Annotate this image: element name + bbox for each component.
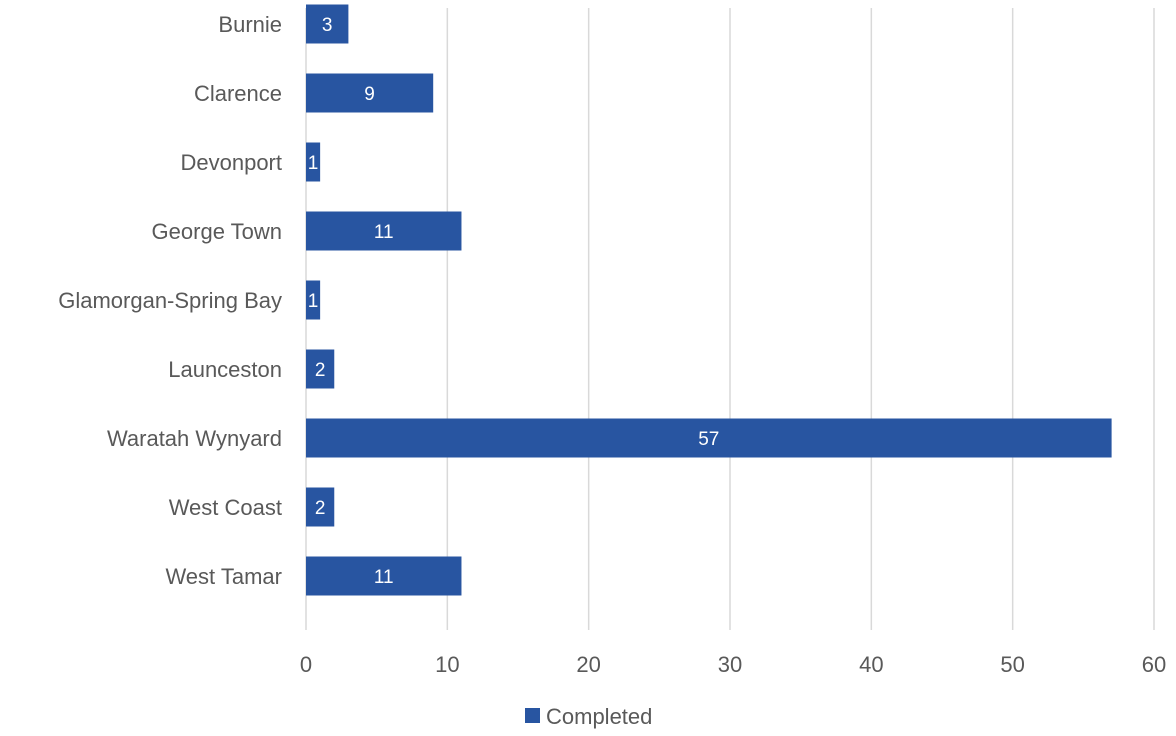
category-labels: Burnie Clarence Devonport George Town Glamor…: [58, 12, 282, 589]
bar: [306, 73, 434, 113]
legend-swatch: [525, 708, 540, 723]
bar-value-label: 11: [374, 222, 394, 243]
category-label: Launceston: [168, 357, 282, 382]
category-label: West Coast: [169, 495, 282, 520]
category-label: West Tamar: [165, 564, 282, 589]
legend: Completed: [525, 704, 652, 729]
x-tick-label: 20: [576, 652, 600, 677]
bar-value-label: 1: [308, 291, 319, 312]
bar: [306, 487, 335, 527]
bar: [306, 280, 321, 320]
x-tick-label: 0: [300, 652, 312, 677]
x-tick-label: 10: [435, 652, 459, 677]
bar-value-label: 9: [364, 84, 375, 105]
bar: [306, 349, 335, 389]
bar: [306, 211, 462, 251]
x-axis-tick-labels: 0 10 20 30 40 50 60: [300, 652, 1166, 677]
category-label: Clarence: [194, 81, 282, 106]
gridlines: [305, 8, 1155, 630]
x-tick-label: 50: [1000, 652, 1024, 677]
category-label: George Town: [152, 219, 282, 244]
x-tick-label: 30: [718, 652, 742, 677]
bar-value-label: 2: [315, 360, 326, 381]
category-label: Waratah Wynyard: [107, 426, 282, 451]
bar-value-label: 3: [322, 15, 333, 36]
x-tick-label: 60: [1142, 652, 1166, 677]
bar: [306, 556, 462, 596]
bar: [306, 418, 1112, 458]
bar-value-label: 57: [698, 429, 719, 450]
bar-value-label: 2: [315, 498, 326, 519]
category-label: Glamorgan-Spring Bay: [58, 288, 282, 313]
bar-value-label: 1: [308, 153, 319, 174]
bar: [306, 4, 349, 44]
category-label: Burnie: [218, 12, 282, 37]
x-tick-label: 40: [859, 652, 883, 677]
category-label: Devonport: [180, 150, 282, 175]
bar-value-label: 11: [374, 567, 394, 588]
legend-label: Completed: [546, 704, 652, 729]
bar: [306, 142, 321, 182]
